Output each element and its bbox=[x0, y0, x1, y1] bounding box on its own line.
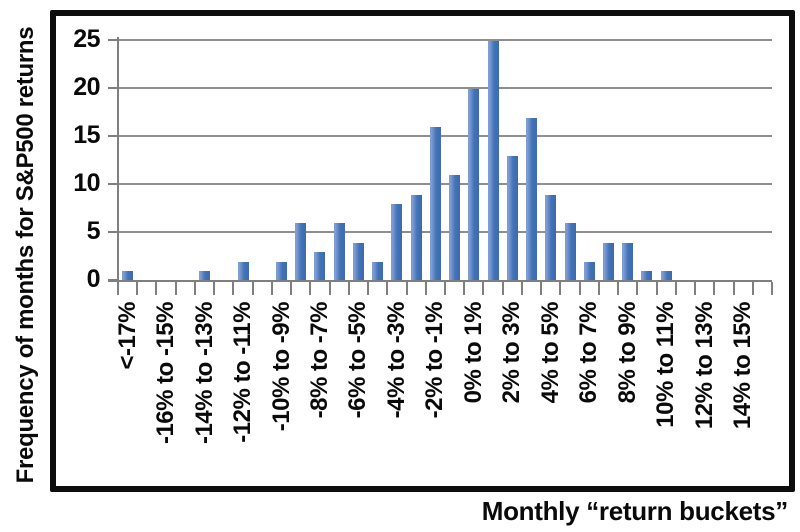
x-axis-tick bbox=[232, 282, 235, 295]
x-axis-tick bbox=[636, 282, 639, 295]
x-tick-label-text: 0% to 1% bbox=[459, 302, 487, 404]
y-tick-label: 20 bbox=[73, 73, 100, 101]
x-axis-tick bbox=[674, 282, 677, 295]
bar bbox=[564, 223, 576, 281]
x-tick-label-text: 4% to 5% bbox=[536, 302, 564, 404]
y-axis-line bbox=[117, 37, 119, 295]
x-axis-tick bbox=[136, 282, 139, 295]
x-axis-tick bbox=[540, 282, 543, 295]
x-axis-tick bbox=[501, 282, 504, 295]
x-tick-label-text: 12% to 13% bbox=[690, 302, 718, 430]
bar bbox=[314, 252, 326, 281]
y-axis-tick bbox=[108, 87, 118, 89]
x-axis-tick bbox=[713, 282, 716, 295]
y-axis-tick bbox=[108, 135, 118, 137]
bar bbox=[583, 261, 595, 281]
y-tick-label: 15 bbox=[73, 121, 100, 149]
y-axis-tick bbox=[108, 231, 118, 233]
x-tick-label-text: 8% to 9% bbox=[613, 302, 641, 404]
x-axis-tick bbox=[174, 282, 177, 295]
bar bbox=[237, 261, 249, 281]
x-axis-tick bbox=[386, 282, 389, 295]
x-tick-label-text: -6% to -5% bbox=[344, 302, 372, 419]
x-axis-tick bbox=[520, 282, 523, 295]
bar bbox=[352, 242, 364, 281]
chart-frame bbox=[50, 10, 795, 492]
x-axis-tick bbox=[290, 282, 293, 295]
x-axis-tick bbox=[617, 282, 620, 295]
x-axis-tick bbox=[328, 282, 331, 295]
y-tick-label: 25 bbox=[73, 25, 100, 53]
x-tick-label-text: -8% to -7% bbox=[305, 302, 333, 419]
x-axis-tick bbox=[597, 282, 600, 295]
x-tick-label-text: 2% to 3% bbox=[498, 302, 526, 404]
bar bbox=[372, 261, 384, 281]
x-axis-tick bbox=[251, 282, 254, 295]
x-axis-tick bbox=[213, 282, 216, 295]
x-tick-label-text: -16% to -15% bbox=[152, 302, 180, 445]
bar bbox=[410, 194, 422, 281]
y-axis-tick bbox=[108, 183, 118, 185]
x-tick-label-text: 6% to 7% bbox=[575, 302, 603, 404]
x-axis-tick bbox=[751, 282, 754, 295]
x-tick-label-text: <-17% bbox=[113, 302, 141, 370]
x-axis-title: Monthly “return buckets” bbox=[481, 496, 789, 526]
x-axis-tick bbox=[347, 282, 350, 295]
bar bbox=[660, 271, 672, 281]
x-axis-tick bbox=[270, 282, 273, 295]
bar bbox=[468, 89, 480, 281]
x-axis-tick bbox=[655, 282, 658, 295]
y-axis-tick bbox=[108, 39, 118, 41]
bar bbox=[391, 204, 403, 281]
x-axis-tick bbox=[694, 282, 697, 295]
x-axis-tick bbox=[559, 282, 562, 295]
gridline bbox=[119, 135, 772, 137]
x-axis-tick bbox=[482, 282, 485, 295]
bar bbox=[276, 261, 287, 281]
y-tick-label: 0 bbox=[86, 265, 101, 293]
gridline bbox=[119, 231, 772, 233]
x-tick-label-text: 10% to 11% bbox=[652, 302, 680, 428]
x-tick-label-text: -4% to -3% bbox=[382, 302, 410, 419]
x-axis-tick bbox=[578, 282, 581, 295]
x-tick-label-text: -10% to -9% bbox=[267, 302, 295, 432]
x-axis-tick bbox=[463, 282, 466, 295]
x-tick-label-text: -2% to -1% bbox=[421, 302, 449, 419]
x-axis-tick bbox=[405, 282, 408, 295]
x-axis-tick bbox=[193, 282, 196, 295]
bar bbox=[622, 242, 634, 281]
bar bbox=[641, 271, 653, 281]
x-axis-line bbox=[108, 280, 772, 282]
x-axis-tick bbox=[771, 282, 773, 295]
bar bbox=[545, 194, 557, 281]
bar bbox=[333, 223, 345, 281]
bar bbox=[295, 223, 307, 281]
x-axis-tick bbox=[732, 282, 735, 295]
gridline bbox=[119, 183, 772, 185]
bar bbox=[122, 271, 134, 281]
x-axis-tick bbox=[309, 282, 312, 295]
y-tick-label: 5 bbox=[86, 217, 101, 245]
bar bbox=[487, 41, 499, 281]
bar bbox=[429, 127, 441, 281]
bar bbox=[506, 156, 518, 281]
bar bbox=[603, 242, 614, 281]
gridline bbox=[119, 39, 772, 41]
x-axis-tick bbox=[117, 282, 119, 295]
x-axis-tick bbox=[424, 282, 427, 295]
bar bbox=[526, 117, 538, 281]
x-tick-label-text: -14% to -13% bbox=[190, 302, 218, 445]
gridline bbox=[119, 87, 772, 89]
x-axis-tick bbox=[444, 282, 446, 295]
bar bbox=[449, 175, 461, 281]
y-tick-label: 10 bbox=[73, 169, 100, 197]
x-axis-tick bbox=[367, 282, 370, 295]
x-tick-label-text: 14% to 15% bbox=[729, 302, 757, 430]
bar bbox=[199, 271, 211, 281]
x-tick-label-text: -12% to -11% bbox=[229, 302, 257, 443]
x-axis-tick bbox=[155, 282, 158, 295]
